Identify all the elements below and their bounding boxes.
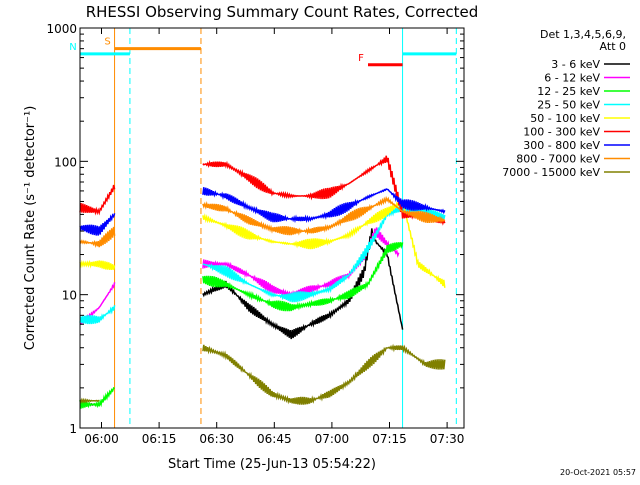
- x-tick-label-0: 06:00: [84, 432, 119, 446]
- span-label-F: F: [358, 53, 364, 64]
- y-tick-label-3: 1000: [46, 22, 77, 36]
- x-tick-label-5: 07:15: [372, 432, 407, 446]
- series-4-trace-0: [79, 259, 116, 271]
- series-2-trace-1: [202, 242, 404, 312]
- y-tick-label-0: 1: [69, 422, 77, 436]
- plot-frame: [79, 27, 465, 429]
- x-axis-label: Start Time (25-Jun-13 05:54:22): [168, 457, 376, 472]
- y-tick-label-2: 100: [54, 155, 77, 169]
- series-7: [79, 195, 446, 249]
- series-4-trace-1: [202, 199, 446, 288]
- series-2-trace-0: [79, 386, 115, 409]
- series-8-trace-0: [79, 397, 100, 404]
- y-axis-label: Corrected Count Rate (s⁻¹ detector⁻¹): [23, 106, 38, 351]
- x-tick-label-1: 06:15: [142, 432, 177, 446]
- series-4: [79, 199, 446, 288]
- series-3-trace-0: [79, 305, 116, 325]
- span-label-S: S: [104, 37, 110, 48]
- span-label-N: N: [69, 42, 76, 53]
- series-7-trace-0: [79, 226, 116, 249]
- legend-header-line1: Det 1,3,4,5,6,9,: [540, 28, 626, 41]
- legend-label-2: 12 - 25 keV: [537, 85, 600, 98]
- x-tick-label-4: 07:00: [315, 432, 350, 446]
- series-5-trace-0: [79, 184, 116, 216]
- legend-label-6: 300 - 800 keV: [523, 139, 600, 152]
- legend-label-7: 800 - 7000 keV: [516, 153, 600, 166]
- legend-label-3: 25 - 50 keV: [537, 99, 600, 112]
- legend-label-0: 3 - 6 keV: [551, 58, 600, 71]
- x-tick-label-3: 06:45: [257, 432, 292, 446]
- legend-label-1: 6 - 12 keV: [544, 72, 600, 85]
- legend-label-5: 100 - 300 keV: [523, 126, 600, 139]
- plot-area: S N F: [69, 28, 457, 428]
- series-5: [79, 155, 446, 226]
- y-axis: 1 10 100 1000: [46, 22, 464, 436]
- legend-header-line2: Att 0: [600, 40, 626, 53]
- series-2: [79, 242, 404, 409]
- footer-timestamp: 20-Oct-2021 05:57: [560, 468, 636, 477]
- x-tick-label-2: 06:30: [199, 432, 234, 446]
- series-6-trace-1: [202, 187, 446, 224]
- series-8: [79, 343, 446, 405]
- chart-title: RHESSI Observing Summary Count Rates, Co…: [86, 3, 479, 21]
- x-axis: 06:00 06:15 06:30 06:45 07:00 07:15 07:30: [84, 28, 464, 446]
- legend-label-8: 7000 - 15000 keV: [502, 166, 600, 179]
- series-6-trace-0: [79, 213, 116, 236]
- legend-label-4: 50 - 100 keV: [530, 112, 600, 125]
- series-6: [79, 187, 446, 236]
- x-tick-label-6: 07:30: [430, 432, 465, 446]
- series-1-trace-1: [202, 227, 400, 299]
- y-tick-label-1: 10: [62, 289, 77, 303]
- series-5-trace-1: [202, 155, 446, 226]
- series-7-trace-1: [202, 195, 446, 236]
- series-8-trace-1: [202, 343, 446, 405]
